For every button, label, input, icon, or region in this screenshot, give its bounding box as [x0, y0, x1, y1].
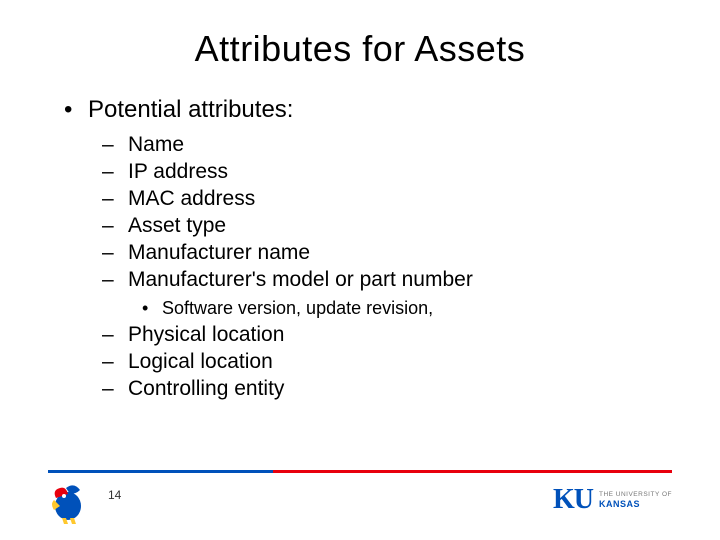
bullet-level2: –Asset type	[102, 213, 660, 240]
bullet-dot-icon: •	[140, 296, 162, 320]
bullet-text: Potential attributes:	[88, 94, 660, 126]
bullet-dot-icon: •	[60, 94, 88, 126]
ku-mark: KU	[553, 484, 593, 516]
bullet-text: Physical location	[128, 322, 660, 349]
bullet-text: MAC address	[128, 186, 660, 213]
bullet-group-a: –Name –IP address –MAC address –Asset ty…	[60, 132, 660, 293]
dash-icon: –	[102, 267, 128, 294]
dash-icon: –	[102, 159, 128, 186]
bullet-text: Asset type	[128, 213, 660, 240]
ku-line1: THE UNIVERSITY OF	[599, 491, 672, 498]
bullet-level2: –Controlling entity	[102, 376, 660, 403]
page-number: 14	[108, 488, 121, 502]
dash-icon: –	[102, 376, 128, 403]
bullet-level3: •Software version, update revision,	[140, 296, 660, 320]
rule-blue	[48, 470, 273, 473]
bullet-text: Manufacturer's model or part number	[128, 267, 660, 294]
bullet-text: Controlling entity	[128, 376, 660, 403]
bullet-level2: –MAC address	[102, 186, 660, 213]
dash-icon: –	[102, 349, 128, 376]
slide-body: • Potential attributes: –Name –IP addres…	[60, 94, 660, 403]
bullet-text: Software version, update revision,	[162, 296, 660, 320]
dash-icon: –	[102, 240, 128, 267]
bullet-group-b: –Physical location –Logical location –Co…	[60, 322, 660, 403]
dash-icon: –	[102, 132, 128, 159]
bullet-text: Manufacturer name	[128, 240, 660, 267]
bullet-level2: –Logical location	[102, 349, 660, 376]
ku-logo: KU THE UNIVERSITY OF KANSAS	[553, 484, 672, 516]
bullet-level2: –Name	[102, 132, 660, 159]
slide-footer: 14 KU THE UNIVERSITY OF KANSAS	[0, 470, 720, 540]
slide-title: Attributes for Assets	[60, 28, 660, 70]
bullet-level2: –Physical location	[102, 322, 660, 349]
ku-text: THE UNIVERSITY OF KANSAS	[599, 491, 672, 510]
dash-icon: –	[102, 213, 128, 240]
bullet-level2: –IP address	[102, 159, 660, 186]
slide: Attributes for Assets • Potential attrib…	[0, 0, 720, 540]
bullet-level2: –Manufacturer name	[102, 240, 660, 267]
jayhawk-icon	[46, 480, 90, 524]
bullet-text: Name	[128, 132, 660, 159]
ku-line2: KANSAS	[599, 499, 640, 509]
bullet-level1: • Potential attributes:	[60, 94, 660, 126]
bullet-group-sub: •Software version, update revision,	[60, 296, 660, 320]
footer-rule	[48, 470, 672, 473]
bullet-text: IP address	[128, 159, 660, 186]
bullet-level2: –Manufacturer's model or part number	[102, 267, 660, 294]
dash-icon: –	[102, 186, 128, 213]
rule-red	[273, 470, 672, 473]
dash-icon: –	[102, 322, 128, 349]
bullet-text: Logical location	[128, 349, 660, 376]
